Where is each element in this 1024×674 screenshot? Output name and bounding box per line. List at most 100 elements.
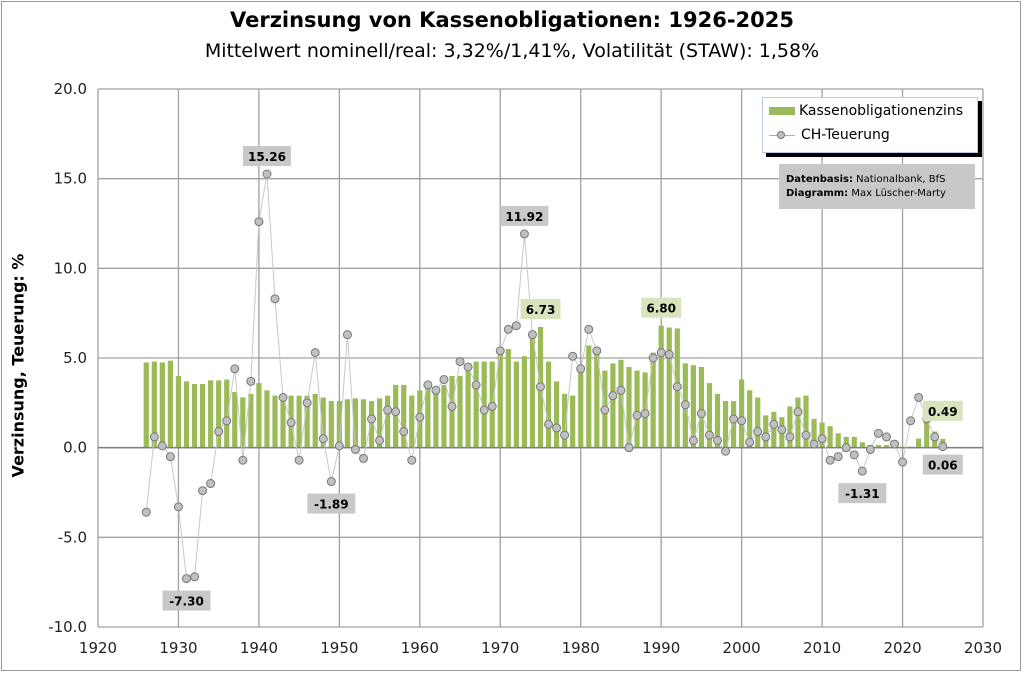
- source-value: Nationalbank, BfS: [856, 174, 946, 185]
- x-tick-label: 1950: [320, 639, 358, 657]
- inflation-point-1931: [182, 574, 191, 584]
- inflation-point-1993: [680, 400, 690, 410]
- inflation-point-2021: [906, 416, 916, 426]
- inflation-point-1974: [527, 330, 537, 340]
- inflation-point-2009: [809, 439, 819, 449]
- bar-1935: [216, 380, 222, 448]
- bar-1936: [224, 379, 230, 448]
- bar-1961: [425, 388, 431, 448]
- bar-1991: [666, 327, 672, 448]
- inflation-point-1963: [439, 375, 449, 385]
- bar-1968: [481, 361, 487, 448]
- inflation-point-2012: [833, 452, 843, 462]
- inflation-point-1996: [704, 430, 714, 440]
- data-label-text: -1.31: [845, 487, 880, 501]
- bar-1954: [368, 401, 375, 448]
- bar-1978: [562, 393, 568, 448]
- inflation-point-2015: [857, 466, 867, 476]
- x-tick-label: 1920: [79, 639, 117, 657]
- inflation-point-1937: [230, 364, 240, 374]
- data-label-text: 11.92: [505, 210, 543, 224]
- y-tick-label: 0.0: [63, 439, 87, 457]
- legend-item-kassenobligationenzins: Kassenobligationenzins: [769, 103, 963, 119]
- inflation-point-2019: [890, 439, 899, 449]
- bar-2004: [771, 411, 777, 448]
- inflation-point-1967: [471, 380, 481, 390]
- inflation-point-2006: [785, 432, 795, 442]
- bar-1949: [328, 401, 334, 448]
- bar-1971: [505, 349, 511, 448]
- bar-2014: [851, 436, 857, 448]
- inflation-point-2008: [801, 430, 811, 440]
- inflation-point-1966: [463, 362, 473, 372]
- data-label-11.92: 11.92: [500, 205, 549, 226]
- inflation-point-1932: [190, 572, 200, 582]
- bar-1938: [240, 397, 246, 448]
- bar-1986: [626, 366, 632, 448]
- bar-1984: [610, 363, 616, 448]
- inflation-point-1943: [278, 392, 288, 402]
- bar-1982: [594, 354, 600, 448]
- inflation-point-2020: [898, 457, 908, 467]
- bar-1997: [714, 393, 721, 448]
- data-label--1.31: -1.31: [838, 483, 887, 504]
- inflation-point-1992: [672, 382, 682, 392]
- bar-1932: [191, 384, 198, 448]
- chart-subtitle: Mittelwert nominell/real: 3,32%/1,41%, V…: [204, 40, 820, 62]
- data-label-text: 6.80: [646, 302, 676, 316]
- bar-1985: [618, 359, 624, 448]
- x-tick-label: 1990: [642, 639, 680, 657]
- bar-1927: [151, 361, 157, 448]
- inflation-point-1968: [479, 405, 489, 415]
- bar-1962: [433, 388, 439, 448]
- inflation-point-2003: [761, 432, 771, 442]
- source-box: Datenbasis: Nationalbank, BfS Diagramm: …: [779, 164, 975, 209]
- bar-1959: [409, 395, 415, 448]
- inflation-point-1945: [294, 455, 304, 465]
- inflation-point-2013: [841, 443, 851, 453]
- inflation-point-2016: [865, 444, 875, 454]
- inflation-point-1927: [149, 432, 159, 442]
- data-label-bg: [162, 590, 211, 611]
- inflation-point-1995: [696, 409, 706, 419]
- bar-1931: [183, 381, 190, 448]
- bar-1963: [441, 384, 447, 448]
- data-label--7.30: -7.30: [162, 590, 211, 611]
- inflation-point-1961: [423, 380, 433, 390]
- inflation-point-2002: [753, 427, 763, 437]
- inflation-point-1942: [270, 294, 280, 304]
- data-label-text: 6.73: [526, 303, 556, 317]
- inflation-point-1962: [431, 385, 441, 395]
- bar-2003: [763, 415, 769, 448]
- bar-2012: [835, 433, 841, 448]
- inflation-point-1991: [664, 349, 674, 359]
- inflation-point-2007: [793, 407, 803, 417]
- inflation-point-1999: [729, 414, 739, 424]
- inflation-point-1970: [495, 346, 505, 356]
- inflation-point-1980: [576, 364, 586, 374]
- legend-label: CH-Teuerung: [801, 127, 890, 143]
- inflation-point-1948: [318, 434, 328, 444]
- bar-1999: [730, 401, 737, 448]
- bar-1943: [280, 395, 286, 448]
- bar-1977: [553, 381, 560, 448]
- bar-2023: [924, 418, 930, 448]
- inflation-point-2024: [930, 432, 940, 442]
- inflation-point-1998: [721, 446, 731, 456]
- bar-1929: [167, 360, 174, 448]
- inflation-point-2025: [938, 442, 948, 452]
- bar-1926: [143, 362, 149, 448]
- bar-1948: [320, 397, 326, 448]
- legend-label: Kassenobligationenzins: [799, 103, 963, 119]
- bar-1976: [545, 361, 552, 448]
- bar-1958: [401, 384, 407, 448]
- source-label: Datenbasis:: [786, 174, 853, 185]
- chart-title: Verzinsung von Kassenobligationen: 1926-…: [229, 8, 795, 32]
- bar-1998: [722, 401, 729, 448]
- bar-1994: [690, 365, 696, 448]
- x-tick-label: 1960: [401, 639, 439, 657]
- inflation-point-1981: [584, 324, 594, 334]
- author-value: Max Lüscher-Marty: [851, 188, 946, 199]
- y-tick-label: 20.0: [54, 80, 87, 98]
- bar-1955: [376, 398, 383, 448]
